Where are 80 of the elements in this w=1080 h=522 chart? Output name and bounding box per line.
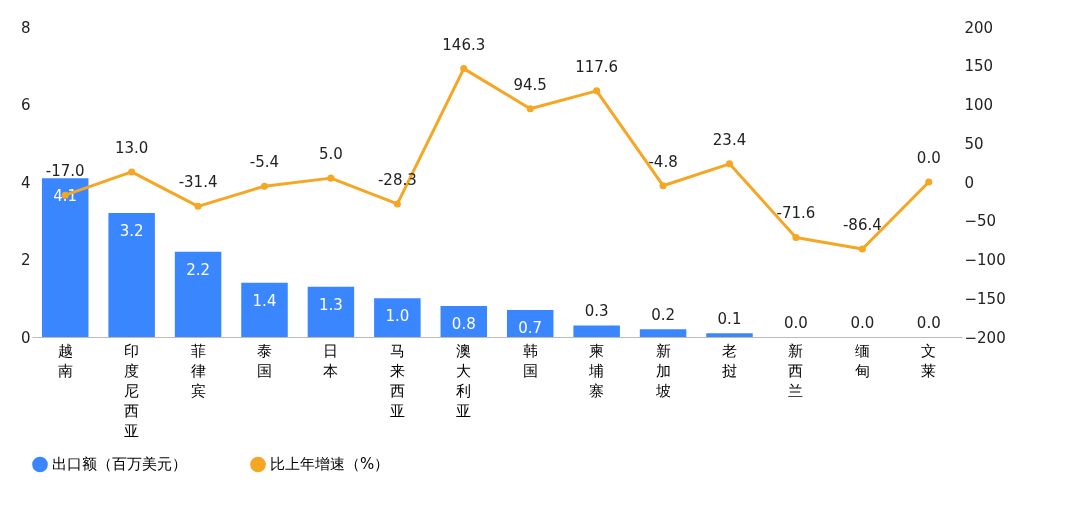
point [792, 233, 800, 242]
point [858, 245, 866, 253]
data-label: -71.6 [776, 204, 816, 223]
data-label: 5.0 [319, 145, 343, 164]
legend-label: 比上年增速（%） [270, 455, 390, 474]
y2-tick-label: 150 [964, 57, 994, 76]
x-tick-label: 韩国 [522, 341, 538, 380]
data-label: 3.2 [119, 222, 144, 240]
data-label: 0.1 [717, 310, 742, 329]
y2-tick-label: 50 [964, 134, 984, 153]
bar [374, 298, 421, 337]
point [593, 87, 601, 95]
y-tick-label: 4 [20, 173, 31, 192]
x-tick-label: 日本 [323, 341, 339, 380]
data-label: 117.6 [575, 57, 619, 76]
point [260, 182, 269, 190]
data-label: 23.4 [712, 130, 747, 149]
data-label: 146.3 [442, 35, 486, 54]
point [925, 178, 933, 186]
x-tick-label: 澳大利亚 [456, 341, 472, 420]
x-tick-label: 老挝 [722, 341, 737, 380]
y2-tick-label: 0 [964, 173, 975, 192]
data-label: 0.0 [784, 314, 808, 332]
data-label: 1.3 [319, 295, 343, 314]
data-label: 0.0 [916, 314, 941, 332]
data-label: 4.1 [53, 187, 78, 206]
bar [108, 213, 155, 337]
point [526, 105, 534, 113]
y2-tick-label: −200 [964, 328, 1006, 347]
point [194, 202, 202, 210]
x-tick-label: 菲律宾 [190, 341, 206, 400]
data-label: 1.4 [252, 291, 277, 310]
data-label: 0.8 [451, 315, 476, 333]
point [128, 168, 136, 176]
data-label: -17.0 [45, 162, 85, 181]
data-label: 1.0 [385, 307, 410, 326]
x-tick-label: 缅甸 [854, 341, 870, 380]
y2-tick-label: −100 [964, 251, 1006, 269]
x-tick-label: 印度尼西亚 [124, 341, 140, 440]
data-label: -86.4 [842, 215, 882, 234]
data-label: 2.2 [186, 260, 210, 279]
y2-tick-label: −50 [964, 212, 997, 231]
y-tick-label: 8 [20, 18, 31, 37]
y2-tick-label: −150 [964, 289, 1006, 308]
point [460, 65, 468, 73]
data-label: -4.8 [648, 152, 678, 171]
y2-tick-label: 100 [964, 96, 994, 114]
bar [706, 333, 753, 337]
y-tick-label: 0 [20, 328, 31, 347]
data-label: 94.5 [513, 75, 547, 94]
x-tick-label: 新西兰 [788, 341, 804, 400]
bar [506, 309, 554, 337]
y-tick-label: 2 [20, 251, 31, 269]
bar [639, 329, 687, 337]
data-label: 0.7 [518, 318, 543, 337]
bar [41, 178, 89, 337]
x-tick-label: 文莱 [921, 341, 937, 380]
point [659, 182, 667, 190]
y-tick-label: 6 [20, 96, 31, 114]
bar [307, 286, 355, 337]
x-tick-label: 马来西亚 [389, 341, 405, 420]
x-tick-label: 越南 [57, 341, 73, 380]
data-label: -31.4 [178, 173, 218, 192]
x-tick-label: 泰国 [257, 341, 272, 380]
data-label: 13.0 [114, 138, 149, 157]
y2-tick-label: 200 [964, 18, 994, 37]
point [725, 160, 734, 168]
point [327, 174, 335, 182]
data-label: 0.0 [916, 149, 941, 167]
point [393, 200, 401, 208]
data-label: 0.2 [651, 306, 675, 325]
data-label: -5.4 [249, 153, 280, 172]
legend-label: 出口额（百万美元） [52, 455, 187, 474]
x-tick-label: 柬埔寨 [588, 341, 605, 400]
bar [573, 325, 620, 337]
bar [174, 251, 222, 337]
x-tick-label: 新加坡 [654, 341, 671, 400]
data-label: 0.3 [584, 302, 609, 321]
data-label: 0.0 [850, 314, 875, 332]
bar [241, 282, 288, 337]
